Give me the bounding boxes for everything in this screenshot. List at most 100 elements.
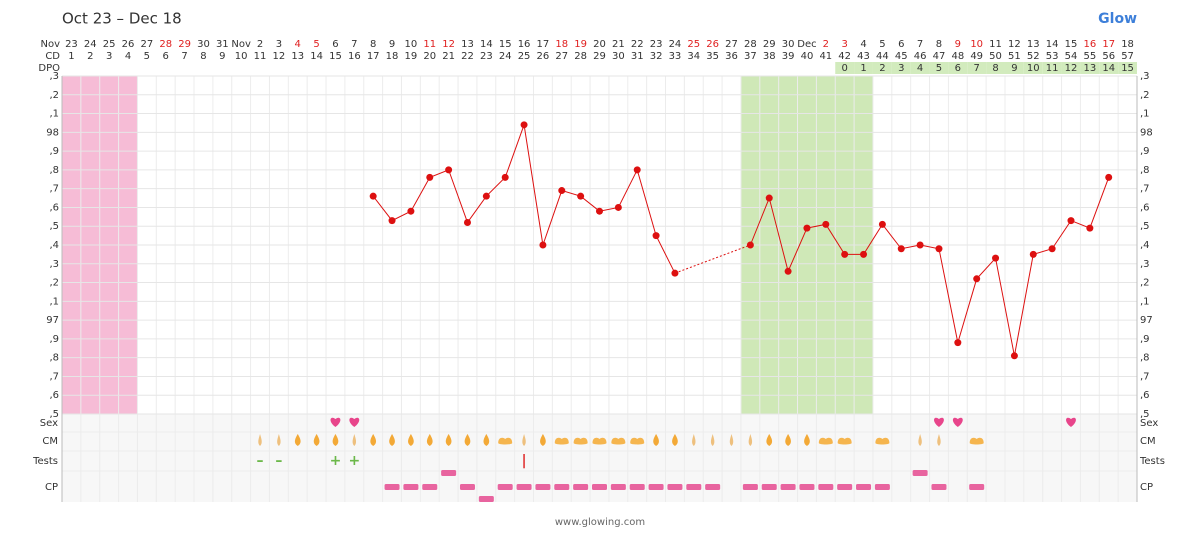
date-label: 6 xyxy=(332,39,338,50)
cycle-day-label: 11 xyxy=(254,51,267,62)
cycle-day-label: 13 xyxy=(291,51,304,62)
cp-bar xyxy=(592,484,607,490)
date-label: 26 xyxy=(122,39,135,50)
cp-bar xyxy=(969,484,985,490)
y-tick-label: ,3 xyxy=(49,71,59,82)
cm-icon xyxy=(426,434,433,446)
y-tick-label-right: ,3 xyxy=(1140,259,1150,270)
y-tick-label: ,1 xyxy=(49,296,59,307)
cp-bar xyxy=(856,484,872,490)
cm-icon xyxy=(540,434,546,446)
cm-icon xyxy=(611,437,626,445)
date-label: 2 xyxy=(823,39,829,50)
panel-row-label: CP xyxy=(45,482,58,493)
temperature-point xyxy=(633,166,641,174)
cycle-day-label: 51 xyxy=(1008,51,1021,62)
test-symbol: | xyxy=(521,453,526,469)
y-tick-label: ,6 xyxy=(49,202,59,213)
y-tick-label: ,2 xyxy=(49,90,59,101)
cycle-day-label: 29 xyxy=(593,51,606,62)
y-tick-label: ,3 xyxy=(49,259,59,270)
cp-bar xyxy=(742,484,758,490)
date-label: 5 xyxy=(879,39,885,50)
temperature-point xyxy=(558,187,566,195)
date-label: 26 xyxy=(706,39,719,50)
date-label: 29 xyxy=(178,39,191,50)
temperature-point xyxy=(841,250,849,258)
y-tick-label-right: ,1 xyxy=(1140,296,1150,307)
date-label: 14 xyxy=(480,39,493,50)
cm-icon xyxy=(522,434,526,446)
temperature-point xyxy=(671,269,679,277)
y-tick-label-right: ,9 xyxy=(1140,334,1150,345)
cp-bar xyxy=(912,470,928,476)
cp-bar xyxy=(761,484,777,490)
cycle-day-label: 27 xyxy=(555,51,568,62)
date-label: 29 xyxy=(763,39,776,50)
dpo-cell xyxy=(872,62,892,74)
temperature-point xyxy=(1048,245,1056,253)
cp-bar xyxy=(554,484,570,490)
cp-bar xyxy=(384,484,400,490)
temperature-point xyxy=(501,173,509,181)
temperature-point xyxy=(954,339,962,347)
cm-icon xyxy=(729,434,734,446)
cycle-day-label: 46 xyxy=(914,51,927,62)
dpo-cell xyxy=(1080,62,1100,74)
temperature-point xyxy=(1105,173,1113,181)
cm-icon xyxy=(785,434,791,446)
temperature-point xyxy=(652,232,660,240)
temperature-point xyxy=(520,121,528,129)
temperature-point xyxy=(765,194,773,202)
y-tick-label: 98 xyxy=(46,127,59,138)
cp-bar xyxy=(648,484,664,490)
cm-icon xyxy=(653,434,659,446)
cm-icon xyxy=(710,434,715,446)
panel-row-label-right: Tests xyxy=(1139,456,1165,467)
cycle-day-label: 48 xyxy=(951,51,964,62)
panel-row-label-right: CM xyxy=(1140,436,1156,447)
temperature-point xyxy=(822,220,830,228)
cm-icon xyxy=(277,434,281,446)
cycle-day-label: 22 xyxy=(461,51,474,62)
y-tick-label: ,9 xyxy=(49,334,59,345)
panel-row-label-right: CP xyxy=(1140,482,1153,493)
cycle-day-label: 19 xyxy=(405,51,418,62)
date-label: 15 xyxy=(499,39,512,50)
cm-icon xyxy=(370,434,377,446)
temperature-point xyxy=(1067,217,1075,225)
cycle-day-label: 37 xyxy=(744,51,757,62)
cycle-day-label: 10 xyxy=(235,51,248,62)
date-label: 15 xyxy=(1065,39,1078,50)
dpo-label: 12 xyxy=(1065,63,1078,74)
sex-heart xyxy=(1066,417,1076,427)
dpo-cell xyxy=(1042,62,1062,74)
row-header: DPO xyxy=(38,63,60,74)
cycle-day-label: 47 xyxy=(933,51,946,62)
cm-icon xyxy=(692,434,696,446)
y-tick-label: ,2 xyxy=(49,278,59,289)
cycle-day-label: 4 xyxy=(125,51,131,62)
cycle-day-label: 6 xyxy=(163,51,169,62)
cycle-day-label: 42 xyxy=(838,51,851,62)
cycle-day-label: 41 xyxy=(819,51,832,62)
date-label: 23 xyxy=(650,39,663,50)
cycle-day-label: 33 xyxy=(669,51,682,62)
cycle-day-label: 25 xyxy=(518,51,531,62)
date-label: Nov xyxy=(231,39,251,50)
cycle-day-label: 23 xyxy=(480,51,493,62)
cp-bar xyxy=(497,484,513,490)
cycle-day-label: 15 xyxy=(329,51,342,62)
y-tick-label: ,4 xyxy=(49,240,59,251)
temperature-point xyxy=(614,203,622,211)
cm-icon xyxy=(630,437,645,445)
cycle-day-label: 5 xyxy=(144,51,150,62)
y-tick-label-right: 98 xyxy=(1140,127,1153,138)
dpo-label: 1 xyxy=(860,63,866,74)
date-label: 21 xyxy=(612,39,625,50)
sex-heart xyxy=(952,417,963,427)
temperature-point xyxy=(539,241,547,249)
dpo-cell xyxy=(1023,62,1043,74)
y-tick-label-right: ,9 xyxy=(1140,146,1150,157)
cm-icon xyxy=(672,434,678,446)
